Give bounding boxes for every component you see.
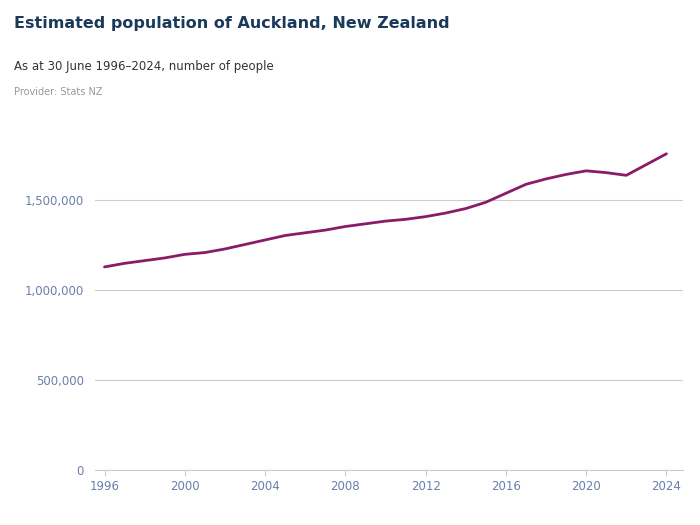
Text: As at 30 June 1996–2024, number of people: As at 30 June 1996–2024, number of peopl… [14,60,274,74]
Text: figure.nz: figure.nz [583,25,659,39]
Text: Estimated population of Auckland, New Zealand: Estimated population of Auckland, New Ze… [14,16,449,31]
Text: Provider: Stats NZ: Provider: Stats NZ [14,87,102,97]
